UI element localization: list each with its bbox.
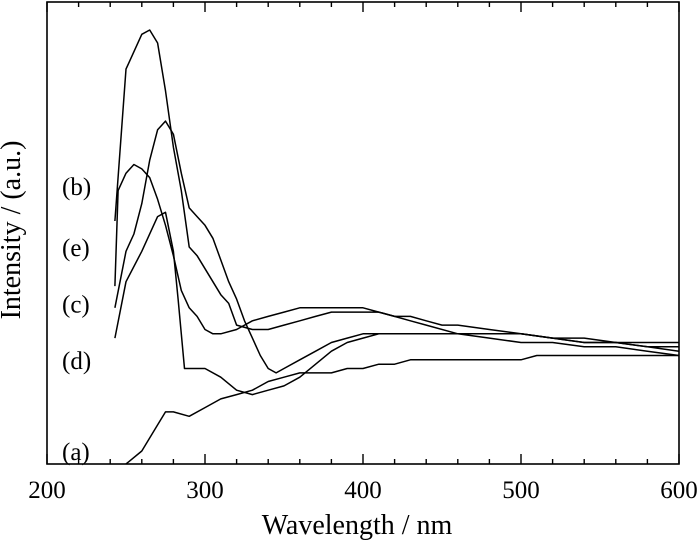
x-axis-tick-labels: 200 300 400 500 600 <box>28 477 698 504</box>
series-label: (c) <box>62 291 90 318</box>
x-axis-label: Wavelength / nm <box>262 510 453 541</box>
x-tick-label: 300 <box>186 477 224 504</box>
series-label: (e) <box>62 235 90 262</box>
series-line <box>114 163 680 357</box>
x-tick-label: 600 <box>660 477 698 504</box>
series-line <box>114 120 679 374</box>
series-line <box>114 211 679 396</box>
x-tick-label: 200 <box>28 477 66 504</box>
series-label: (b) <box>62 174 91 201</box>
series-label: (d) <box>62 348 91 375</box>
y-axis-label: Intensity / (a.u.) <box>0 141 27 320</box>
series-lines <box>114 29 680 465</box>
series-line <box>114 29 680 352</box>
series-labels: (a) (b) (e) (c) (d) <box>62 174 91 466</box>
x-tick-label: 400 <box>344 477 382 504</box>
x-axis-ticks <box>46 2 680 464</box>
plot-area-border <box>46 1 680 465</box>
plot-frame <box>46 1 680 465</box>
x-tick-label: 500 <box>502 477 540 504</box>
series-line <box>125 354 679 465</box>
series-label: (a) <box>62 439 90 466</box>
